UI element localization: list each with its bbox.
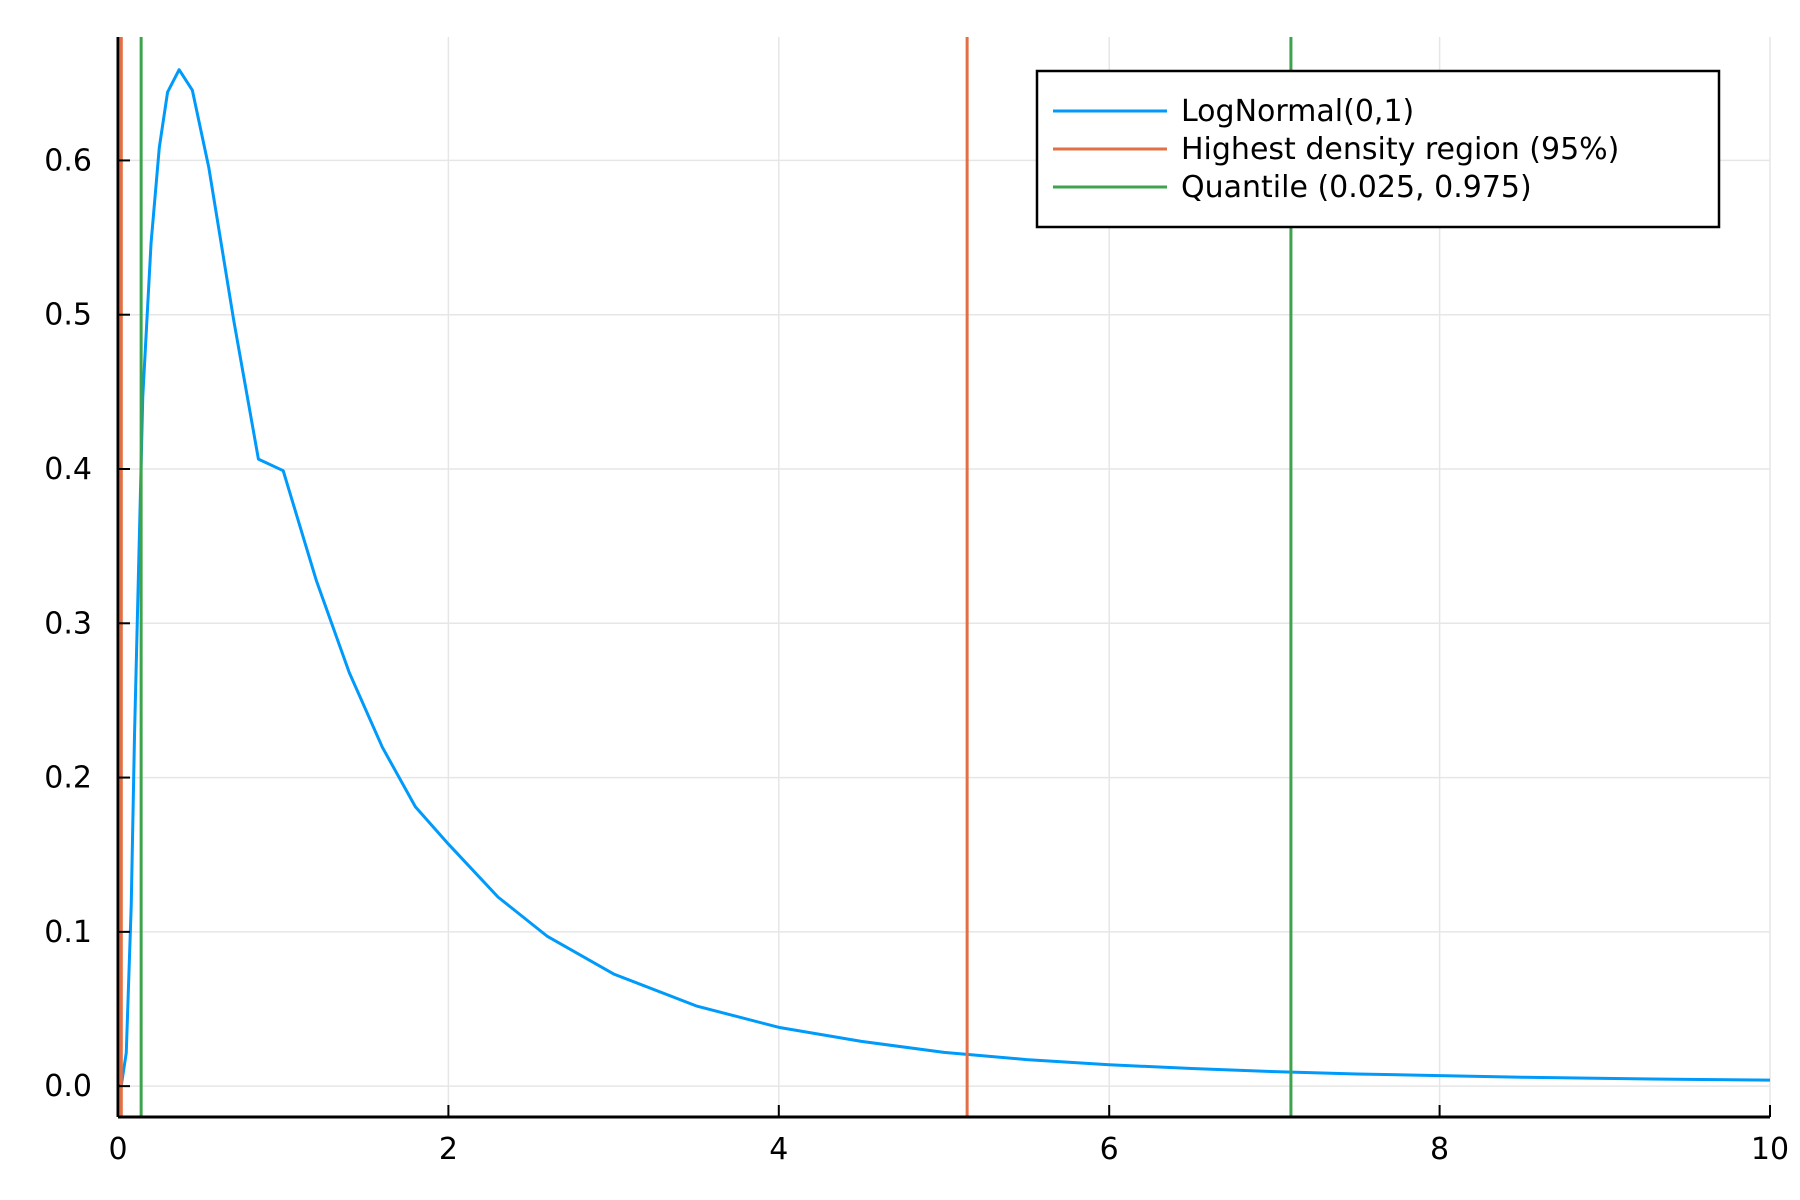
- axes: [116, 37, 1770, 1119]
- y-tick-label: 0.5: [44, 298, 92, 333]
- series-curve-lognormal: [117, 68, 1771, 1088]
- x-tick-label: 0: [108, 1132, 127, 1167]
- ticks: 0 2 4 6 8 10 0.0 0.1 0.2 0.3 0.4 0.5 0.6: [44, 143, 1789, 1167]
- legend[interactable]: LogNormal(0,1)Highest density region (95…: [1035, 69, 1721, 229]
- x-tick-label: 4: [769, 1132, 788, 1167]
- y-tick-label: 0.1: [44, 915, 92, 950]
- y-tick-label: 0.6: [44, 143, 92, 178]
- x-tick-label: 8: [1430, 1132, 1449, 1167]
- y-tick-label: 0.3: [44, 606, 92, 641]
- y-tick-label: 0.2: [44, 761, 92, 796]
- y-tick-label: 0.0: [44, 1069, 92, 1104]
- legend-label: LogNormal(0,1): [1181, 94, 1414, 129]
- legend-label: Quantile (0.025, 0.975): [1181, 170, 1532, 205]
- x-tick-label: 6: [1100, 1132, 1119, 1167]
- x-tick-label: 10: [1751, 1132, 1789, 1167]
- y-tick-label: 0.4: [44, 452, 92, 487]
- x-tick-label: 2: [439, 1132, 458, 1167]
- legend-label: Highest density region (95%): [1181, 132, 1619, 167]
- grid: [117, 37, 1771, 1117]
